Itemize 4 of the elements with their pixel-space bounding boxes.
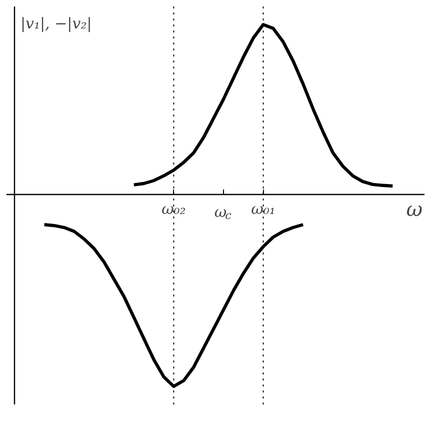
x-tick-label: ω₀₁	[251, 200, 276, 218]
y-axis-title: |v₁|, −|v₂|	[20, 14, 92, 32]
x-axis-title: ω	[406, 196, 423, 221]
x-tick-label: ω₀₂	[162, 200, 186, 218]
